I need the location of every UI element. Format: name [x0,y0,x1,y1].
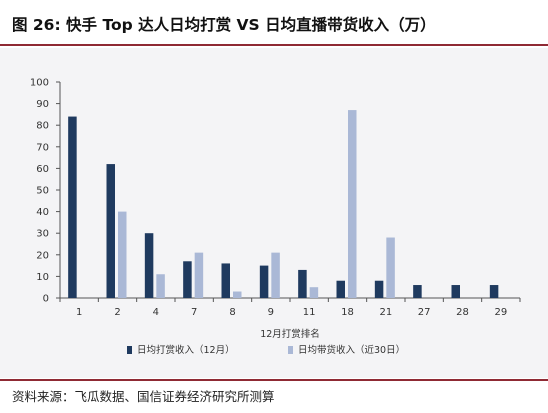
bar-sales-income [156,274,165,298]
x-tick-label: 4 [153,307,159,318]
legend: 日均打赏收入（12月） 日均带货收入（近30日） [127,344,405,356]
y-tick-label: 100 [30,78,49,89]
bars [68,110,499,298]
source-divider [0,379,548,381]
x-tick-label: 9 [268,307,274,318]
bar-tip-income [183,261,192,298]
x-tick-label: 18 [341,307,354,318]
y-tick-label: 30 [36,229,49,240]
y-tick-label: 10 [36,272,49,283]
bar-tip-income [489,285,499,298]
source-note: 资料来源：飞瓜数据、国信证券经济研究所测算 [12,389,275,404]
bar-tip-income [413,285,422,298]
bar-sales-income [348,110,357,298]
bar-tip-income [259,265,269,298]
bar-tip-income [451,285,460,298]
x-tick-label: 1 [76,307,82,318]
bar-tip-income [144,233,154,298]
x-tick-label: 21 [379,307,392,318]
x-tick-label: 7 [191,307,197,318]
bar-chart: 0 10 20 30 40 50 60 70 80 90 100 1 2 4 7 8 9 11 18 21 27 28 2… [30,78,521,356]
y-tick-label: 20 [36,250,49,261]
chart-area: 0 10 20 30 40 50 60 70 80 90 100 1 2 4 7 8 9 11 18 21 27 28 2… [0,48,548,378]
bar-tip-income [298,269,307,298]
figure-title: 图 26: 快手 Top 达人日均打赏 VS 日均直播带货收入（万） [12,16,436,34]
legend-label: 日均打赏收入（12月） [137,344,235,356]
x-axis: 1 2 4 7 8 9 11 18 21 27 28 29 [59,297,521,318]
y-tick-label: 90 [36,99,49,110]
bar-sales-income [233,291,242,298]
bar-tip-income [374,280,384,298]
y-tick-label: 40 [36,207,49,218]
y-tick-label: 80 [36,121,49,132]
bar-tip-income [68,116,77,298]
x-tick-label: 11 [303,307,316,318]
legend-swatch [127,346,132,354]
bar-tip-income [106,164,115,298]
x-axis-title: 12月打赏排名 [260,328,320,340]
title-divider [0,44,548,46]
y-tick-label: 0 [43,294,49,305]
bar-tip-income [221,263,230,298]
y-tick-label: 70 [36,142,49,153]
bar-sales-income [194,252,204,298]
x-tick-label: 27 [418,307,431,318]
bar-sales-income [271,252,280,298]
y-axis: 0 10 20 30 40 50 60 70 80 90 100 [30,78,61,305]
y-tick-label: 60 [36,164,49,175]
legend-label: 日均带货收入（近30日） [298,344,405,356]
y-tick-label: 50 [36,186,49,197]
x-tick-label: 8 [229,307,235,318]
bar-sales-income [118,211,127,298]
bar-tip-income [336,280,345,298]
bar-sales-income [309,287,319,298]
x-tick-label: 29 [494,307,507,318]
bar-sales-income [386,237,395,298]
x-tick-label: 2 [114,307,120,318]
legend-swatch [288,346,293,354]
x-tick-label: 28 [456,307,469,318]
